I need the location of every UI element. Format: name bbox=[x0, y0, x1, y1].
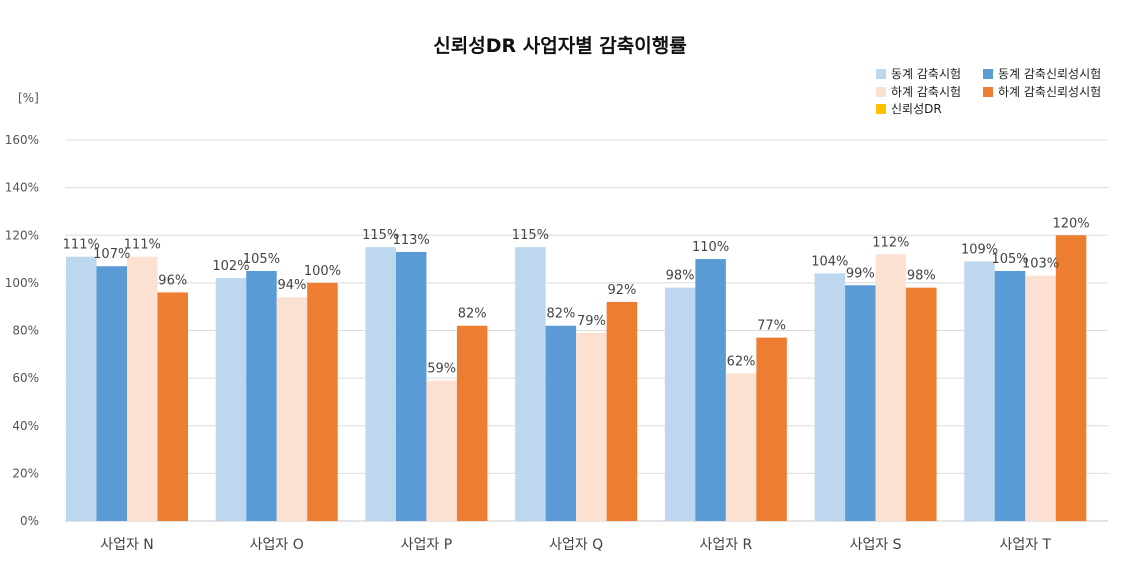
x-category-label: 사업자 P bbox=[401, 537, 453, 553]
data-label: 98% bbox=[666, 269, 695, 284]
bar bbox=[66, 256, 97, 521]
bar bbox=[215, 278, 247, 521]
data-label: 109% bbox=[961, 242, 998, 257]
bar bbox=[515, 247, 546, 521]
bar bbox=[456, 325, 488, 521]
legend-label: 동계 감축신뢰성시험 bbox=[998, 67, 1101, 81]
data-label: 59% bbox=[427, 362, 456, 377]
data-label: 103% bbox=[1022, 257, 1059, 272]
bar bbox=[246, 270, 277, 521]
bar bbox=[127, 256, 158, 521]
data-label: 99% bbox=[846, 266, 875, 281]
y-tick-label: 20% bbox=[12, 466, 39, 480]
bar bbox=[276, 297, 308, 521]
legend-swatch bbox=[876, 69, 886, 79]
y-axis-unit-label: [%] bbox=[18, 91, 39, 105]
bar bbox=[606, 301, 638, 521]
bar bbox=[964, 261, 995, 521]
data-label: 82% bbox=[546, 307, 575, 322]
bar bbox=[875, 254, 907, 522]
x-category-label: 사업자 Q bbox=[549, 537, 603, 553]
data-label: 115% bbox=[362, 228, 399, 243]
data-labels: 111%107%111%96%102%105%94%100%115%113%59… bbox=[63, 216, 1090, 376]
y-tick-label: 80% bbox=[12, 324, 39, 338]
x-category-label: 사업자 N bbox=[100, 537, 154, 553]
y-tick-label: 60% bbox=[12, 371, 39, 385]
bar bbox=[845, 285, 876, 521]
chart-title: 신뢰성DR 사업자별 감축이행률 bbox=[433, 35, 686, 57]
x-category-label: 사업자 O bbox=[250, 537, 304, 553]
bar bbox=[395, 251, 427, 521]
y-tick-label: 160% bbox=[5, 133, 39, 147]
legend-swatch bbox=[983, 69, 993, 79]
legend-swatch bbox=[983, 87, 993, 97]
bar bbox=[545, 325, 577, 521]
bars bbox=[66, 235, 1087, 522]
bar bbox=[814, 273, 846, 521]
legend-label: 하계 감축신뢰성시험 bbox=[998, 85, 1101, 99]
bar bbox=[157, 292, 188, 521]
data-label: 113% bbox=[393, 233, 430, 248]
data-label: 100% bbox=[304, 264, 341, 279]
axes: 0% 20% 40% 60% 80% 100% 120% 140% 160% 사업자 N 사업자 O… bbox=[5, 133, 1052, 553]
data-label: 110% bbox=[692, 240, 729, 255]
x-category-label: 사업자 T bbox=[999, 537, 1051, 553]
legend-label: 동계 감축시험 bbox=[891, 67, 961, 81]
y-tick-label: 100% bbox=[5, 276, 39, 290]
data-label: 62% bbox=[727, 354, 756, 369]
data-label: 104% bbox=[811, 254, 848, 269]
bar bbox=[664, 287, 696, 521]
data-label: 77% bbox=[757, 319, 786, 334]
data-label: 82% bbox=[458, 307, 487, 322]
y-tick-label: 120% bbox=[5, 228, 39, 242]
data-label: 112% bbox=[872, 235, 909, 250]
y-tick-label: 140% bbox=[5, 181, 39, 195]
bar bbox=[96, 266, 127, 521]
bar bbox=[756, 337, 787, 521]
data-label: 115% bbox=[512, 228, 549, 243]
bar bbox=[576, 332, 607, 521]
data-label: 98% bbox=[907, 269, 936, 284]
y-tick-label: 0% bbox=[20, 514, 39, 528]
bar bbox=[1055, 235, 1087, 521]
bar bbox=[365, 247, 396, 521]
bar bbox=[695, 259, 726, 521]
data-label: 92% bbox=[607, 283, 636, 298]
data-label: 120% bbox=[1052, 216, 1089, 231]
data-label: 94% bbox=[278, 278, 307, 293]
data-label: 111% bbox=[124, 238, 161, 253]
bar bbox=[906, 287, 937, 521]
bar bbox=[426, 380, 457, 521]
bar bbox=[1025, 275, 1056, 521]
data-label: 105% bbox=[991, 252, 1028, 267]
x-category-label: 사업자 S bbox=[850, 537, 902, 553]
x-category-label: 사업자 R bbox=[699, 537, 752, 553]
bar bbox=[994, 270, 1026, 521]
legend-label: 신뢰성DR bbox=[891, 102, 942, 116]
legend-label: 하계 감축시험 bbox=[891, 85, 961, 99]
data-label: 102% bbox=[212, 259, 249, 274]
data-label: 105% bbox=[243, 252, 280, 267]
legend-swatch bbox=[876, 104, 886, 114]
data-label: 107% bbox=[93, 247, 130, 262]
data-label: 111% bbox=[63, 238, 100, 253]
data-label: 96% bbox=[158, 273, 187, 288]
legend-swatch bbox=[876, 87, 886, 97]
bar bbox=[725, 373, 757, 521]
bar bbox=[307, 282, 338, 521]
data-label: 79% bbox=[577, 314, 606, 329]
y-tick-label: 40% bbox=[12, 419, 39, 433]
